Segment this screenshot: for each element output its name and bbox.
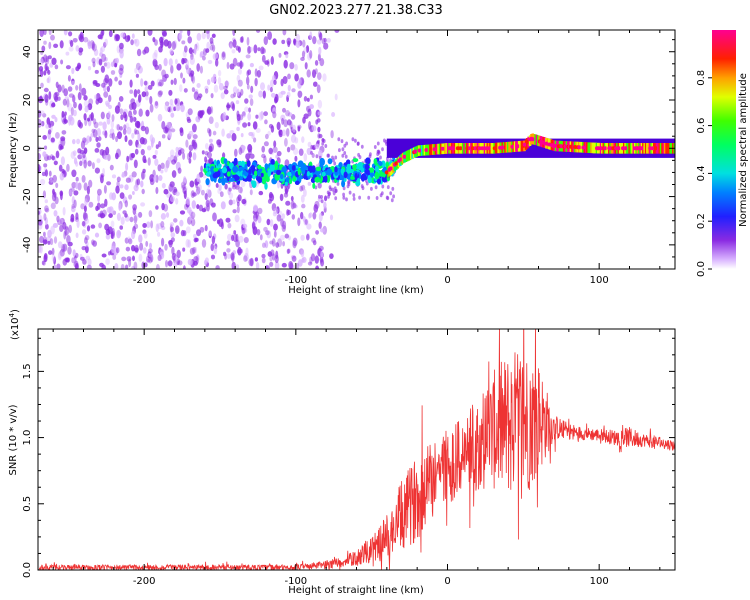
snr-multiplier-label: (x104): [8, 309, 21, 340]
snr-y-tick-label: 0.5: [22, 496, 33, 512]
spectrogram-marks: [38, 30, 675, 269]
colorbar-tick-label: 0.4: [696, 165, 707, 181]
spectrogram-y-tick-label: -20: [22, 188, 33, 204]
colorbar-ticks: 0.0 0.2 0.4 0.6 0.8: [696, 70, 712, 277]
snr-x-tick-label: 100: [590, 576, 609, 587]
colorbar: 0.0 0.2 0.4 0.6 0.8 Normalized spectral ampl…: [696, 30, 749, 277]
colorbar-gradient: [712, 30, 736, 269]
colorbar-tick-label: 0.6: [696, 118, 707, 134]
spectrogram-y-tick-label: 20: [22, 94, 33, 107]
colorbar-tick-label: 0.0: [696, 261, 707, 277]
snr-y-tick-label: 1.5: [22, 363, 33, 379]
spectrogram-x-axis-label: Height of straight line (km): [288, 285, 424, 296]
colorbar-tick-label: 0.8: [696, 70, 707, 86]
snr-x-tick-label: -200: [133, 576, 156, 587]
snr-x-axis-label: Height of straight line (km): [288, 585, 424, 596]
snr-y-axis-label: SNR (10 * v/v): [8, 404, 19, 475]
spectrogram-y-axis-label: Frequency (Hz): [8, 112, 19, 188]
spectrogram-x-tick-label: -100: [284, 275, 307, 286]
snr-multiplier-exponent: 4: [8, 312, 16, 317]
snr-plot-area: [38, 329, 675, 570]
snr-y-tick-label: 1.0: [22, 430, 33, 446]
spectrogram-y-tick-label: 40: [22, 45, 33, 58]
snr-x-tick-label: -100: [284, 576, 307, 587]
spectrogram-x-tick-label: 100: [590, 275, 609, 286]
snr-panel: -200 -100 0 100 0.0 0.5 1.0 1.5 Height of strai…: [8, 309, 676, 596]
colorbar-tick-label: 0.2: [696, 213, 707, 229]
figure-title: GN02.2023.277.21.38.C33: [269, 3, 443, 18]
spectrogram-y-tick-label: 0: [22, 145, 33, 151]
spectrogram-y-tick-label: -40: [22, 237, 33, 253]
snr-x-tick-label: 0: [444, 576, 450, 587]
spectrogram-x-tick-label: -200: [133, 275, 156, 286]
snr-multiplier-close: ): [10, 309, 21, 313]
snr-y-tick-label: 0.0: [22, 562, 33, 578]
spectrogram-x-tick-label: 0: [444, 275, 450, 286]
colorbar-label: Normalized spectral amplitude: [738, 73, 749, 227]
snr-axes: -200 -100 0 100 0.0 0.5 1.0 1.5: [22, 329, 675, 587]
